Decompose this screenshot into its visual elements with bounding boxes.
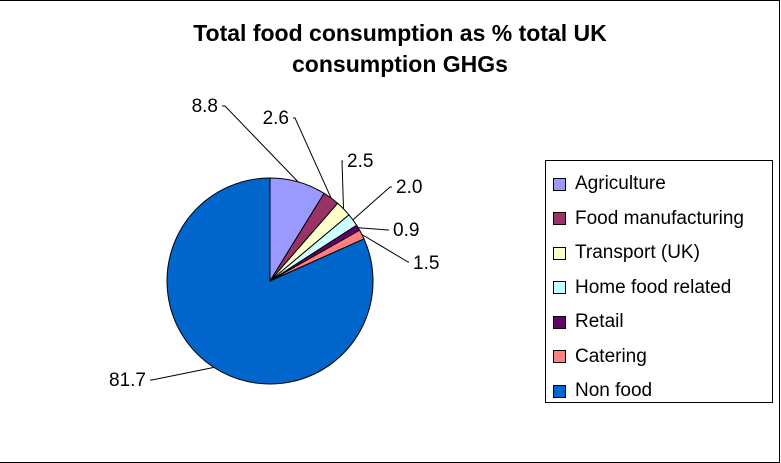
- legend-label: Home food related: [575, 276, 732, 298]
- data-label: 1.5: [413, 253, 439, 274]
- legend-item: Transport (UK): [546, 236, 772, 271]
- legend-label: Food manufacturing: [575, 207, 744, 229]
- legend-label: Non food: [575, 380, 653, 402]
- legend-swatch: [553, 315, 566, 329]
- leader-line: [358, 227, 389, 231]
- legend-item: Agriculture: [546, 167, 772, 202]
- leader-line: [222, 105, 299, 183]
- legend-label: Transport (UK): [575, 242, 700, 264]
- data-label: 0.9: [393, 220, 419, 241]
- pie-slices: [166, 177, 374, 385]
- legend-swatch: [553, 281, 566, 295]
- legend-item: Home food related: [546, 271, 772, 306]
- leader-line: [341, 160, 344, 209]
- data-label: 81.7: [109, 370, 146, 391]
- data-label: 2.5: [347, 151, 373, 172]
- leader-line: [293, 117, 332, 199]
- chart-title-line-2: consumption GHGs: [292, 51, 508, 77]
- leader-line: [150, 366, 215, 381]
- legend-item: Food manufacturing: [546, 202, 772, 237]
- leader-line: [352, 186, 392, 221]
- pie-slice-non-food: [166, 177, 374, 385]
- legend: Agriculture Food manufacturing Transport (…: [545, 160, 773, 403]
- chart-title-line-1: Total food consumption as % total UK: [193, 20, 607, 46]
- legend-swatch: [553, 177, 566, 191]
- legend-swatch: [553, 384, 566, 398]
- data-label: 2.6: [263, 108, 289, 129]
- leader-lines: [150, 105, 409, 381]
- legend-label: Retail: [575, 311, 624, 333]
- legend-swatch: [553, 246, 566, 260]
- legend-label: Agriculture: [575, 173, 666, 195]
- legend-item: Non food: [546, 374, 772, 409]
- legend-item: Catering: [546, 340, 772, 375]
- data-labels: 8.8 2.6 2.5 2.0 0.9 1.5 81.7: [109, 96, 439, 391]
- legend-swatch: [553, 212, 566, 226]
- legend-item: Retail: [546, 305, 772, 340]
- data-label: 2.0: [396, 177, 422, 198]
- data-label: 8.8: [192, 96, 218, 117]
- chart-title: Total food consumption as % total UK con…: [40, 18, 760, 80]
- legend-swatch: [553, 350, 566, 364]
- leader-line: [361, 234, 409, 263]
- legend-label: Catering: [575, 345, 647, 367]
